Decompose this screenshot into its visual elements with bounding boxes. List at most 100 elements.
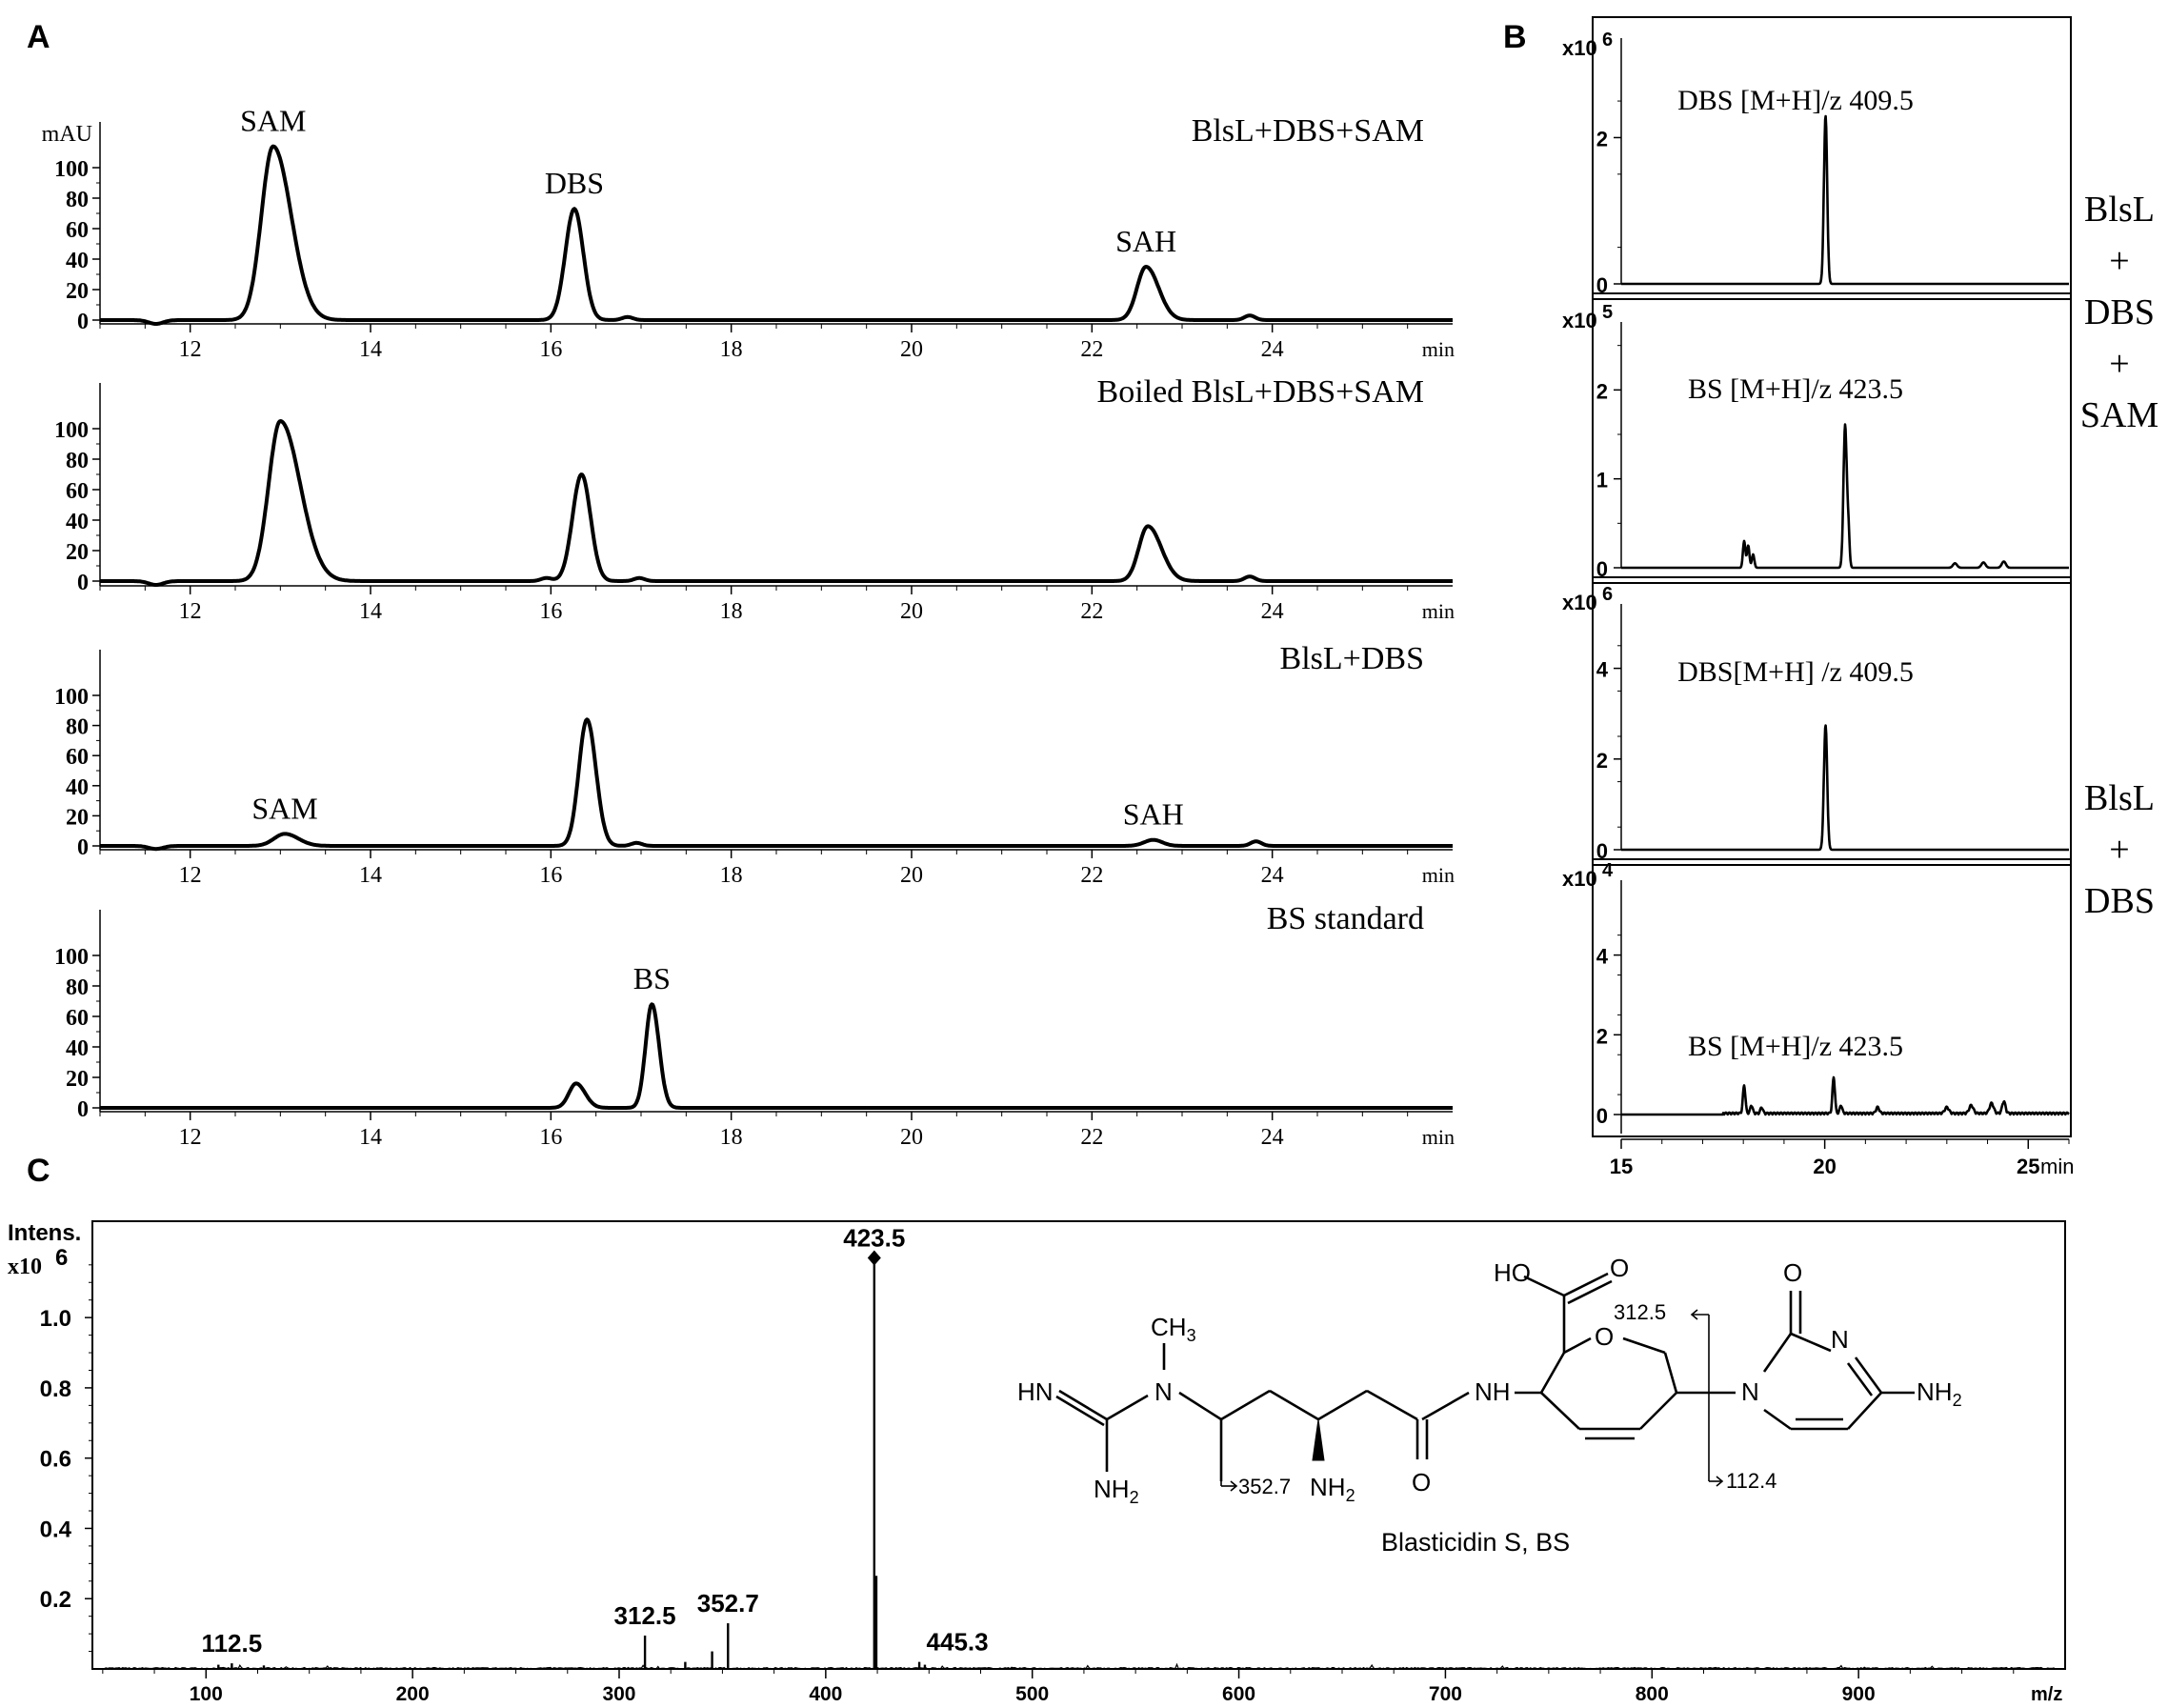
x-tick-label: 20 bbox=[1813, 1155, 1836, 1178]
condition-line: + bbox=[2109, 830, 2129, 870]
y-tick-label: 4 bbox=[1596, 658, 1609, 682]
x-tick-label: 18 bbox=[720, 337, 743, 362]
y-tick-label: 0 bbox=[1596, 273, 1608, 297]
y-tick-label: 40 bbox=[66, 510, 89, 534]
x-axis-label: min bbox=[1422, 1125, 1455, 1149]
chromatogram-3: 0 20 40 60 80 100 12 14 16 18 20 22 24 min BlsL+DBS SAM… bbox=[54, 641, 1455, 888]
label-cyt-n1: N bbox=[1741, 1377, 1759, 1406]
plot-frame bbox=[91, 1220, 2066, 1670]
peak-label: 112.5 bbox=[202, 1629, 263, 1658]
chromatogram-2: 0 20 40 60 80 100 12 14 16 18 20 22 24 min Boiled BlsL… bbox=[54, 374, 1455, 624]
peak-label: 423.5 bbox=[843, 1223, 905, 1252]
y-tick-label: 80 bbox=[66, 715, 89, 740]
bond bbox=[1366, 1389, 1418, 1421]
x-tick-label: 800 bbox=[1636, 1683, 1669, 1705]
trace-line bbox=[99, 419, 1454, 587]
y-axis-label: mAU bbox=[42, 122, 92, 147]
y-tick-label: 80 bbox=[66, 188, 89, 212]
peak-label: SAM bbox=[251, 791, 317, 825]
label-acid-o: O bbox=[1610, 1254, 1629, 1282]
scale-label: x10 bbox=[1562, 591, 1597, 614]
structure-caption: Blasticidin S, BS bbox=[1381, 1528, 1570, 1557]
x-tick-label: 22 bbox=[1080, 337, 1103, 362]
y-tick-label: 60 bbox=[66, 1006, 89, 1031]
peak-label: DBS bbox=[545, 166, 604, 200]
bond bbox=[1847, 1392, 1882, 1430]
y-tick-label: 20 bbox=[66, 279, 89, 304]
scale-label: x10 bbox=[8, 1255, 42, 1279]
eic-trace bbox=[1620, 423, 2070, 570]
condition-line: + bbox=[2109, 241, 2129, 281]
x-tick-label: 14 bbox=[359, 599, 382, 624]
x-tick-label: 12 bbox=[179, 599, 202, 624]
eic-1: 0 2 x10 6 DBS [M+H]/z 409.5 bbox=[1562, 30, 2071, 300]
y-tick-label: 80 bbox=[66, 975, 89, 1000]
eic-title: BS [M+H]/z 423.5 bbox=[1688, 373, 1903, 405]
y-tick-label: 0 bbox=[1596, 557, 1608, 581]
eic-3: 0 2 4 x10 6 DBS[M+H] /z 409.5 bbox=[1562, 584, 2071, 866]
x-axis-label: min bbox=[1422, 863, 1455, 887]
peak-label: 312.5 bbox=[614, 1601, 676, 1630]
panel-label-a: A bbox=[27, 19, 50, 55]
scale-exponent: 4 bbox=[1602, 860, 1614, 881]
bond bbox=[1763, 1408, 1792, 1431]
scale-exponent: 5 bbox=[1602, 302, 1613, 323]
condition-label-2: BlsL + DBS bbox=[2084, 778, 2155, 921]
y-tick-label: 0.2 bbox=[40, 1587, 71, 1613]
chromatogram-title: BlsL+DBS+SAM bbox=[1192, 113, 1424, 149]
y-tick-label: 100 bbox=[54, 685, 89, 710]
label-hn-imine: HN bbox=[1017, 1377, 1054, 1406]
x-axis-label: min bbox=[2040, 1155, 2074, 1178]
x-tick-label: 24 bbox=[1261, 337, 1284, 362]
x-tick-label: 16 bbox=[539, 1125, 562, 1150]
peak-label: SAH bbox=[1123, 797, 1184, 832]
y-tick-label: 20 bbox=[66, 1067, 89, 1092]
peak-label: 445.3 bbox=[927, 1628, 989, 1657]
y-tick-label: 0 bbox=[1596, 839, 1608, 863]
bond bbox=[1790, 1332, 1832, 1353]
label-frag-352: 352.7 bbox=[1238, 1475, 1291, 1498]
frag-arrowhead bbox=[1716, 1476, 1724, 1487]
label-ring-o: O bbox=[1595, 1322, 1614, 1351]
y-axis-label: Intens. bbox=[8, 1220, 81, 1246]
y-tick-label: 0 bbox=[77, 1097, 89, 1122]
x-tick-label: 24 bbox=[1261, 863, 1284, 888]
y-tick-label: 40 bbox=[66, 1036, 89, 1061]
x-tick-label: 600 bbox=[1222, 1683, 1255, 1705]
precursor-marker bbox=[867, 1250, 881, 1266]
chromatogram-title: BS standard bbox=[1267, 901, 1424, 936]
condition-line: + bbox=[2109, 344, 2129, 384]
peak-label: SAM bbox=[240, 104, 306, 138]
bond bbox=[1563, 1272, 1609, 1297]
peak-label: 352.7 bbox=[697, 1589, 759, 1618]
y-tick-label: 0 bbox=[77, 310, 89, 334]
x-tick-label: 18 bbox=[720, 863, 743, 888]
x-tick-label: 20 bbox=[900, 1125, 923, 1150]
label-nh-amide: NH bbox=[1475, 1377, 1511, 1406]
bond bbox=[1055, 1395, 1105, 1427]
label-frag-312: 312.5 bbox=[1614, 1300, 1666, 1324]
bond bbox=[1846, 1362, 1874, 1397]
scale-label: x10 bbox=[1562, 867, 1597, 891]
x-tick-label: 18 bbox=[720, 1125, 743, 1150]
y-tick-label: 20 bbox=[66, 540, 89, 565]
y-tick-label: 2 bbox=[1596, 749, 1608, 773]
x-tick-label: 24 bbox=[1261, 1125, 1284, 1150]
x-tick-label: 20 bbox=[900, 337, 923, 362]
label-amide-o: O bbox=[1412, 1468, 1431, 1497]
label-cyt-nh2: NH2 bbox=[1917, 1377, 1962, 1410]
y-tick-label: 100 bbox=[54, 945, 89, 970]
x-tick-label: 500 bbox=[1015, 1683, 1049, 1705]
bond bbox=[1639, 1392, 1677, 1430]
y-tick-label: 0 bbox=[77, 835, 89, 860]
peak-label: BS bbox=[633, 961, 671, 995]
condition-line: BlsL bbox=[2084, 778, 2155, 818]
label-ch3: CH3 bbox=[1151, 1313, 1196, 1345]
x-tick-label: 14 bbox=[359, 863, 382, 888]
mass-spectrum: 0.2 0.4 0.6 0.8 1.0 100 200 300 400 500 600 700 800 9… bbox=[8, 1220, 2066, 1705]
bond bbox=[1854, 1356, 1883, 1394]
condition-line: DBS bbox=[2084, 881, 2155, 921]
chromatogram-title: BlsL+DBS bbox=[1280, 641, 1424, 676]
x-tick-label: 25 bbox=[2017, 1155, 2039, 1178]
x-tick-label: 16 bbox=[539, 599, 562, 624]
